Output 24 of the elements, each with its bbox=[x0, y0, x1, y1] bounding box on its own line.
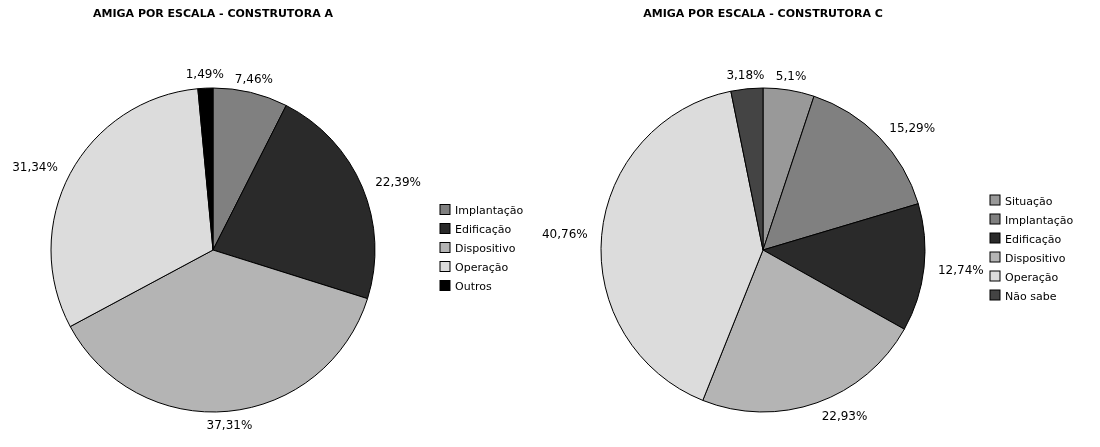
chart-title: AMIGA POR ESCALA - CONSTRUTORA C bbox=[643, 7, 883, 20]
legend-label: Dispositivo bbox=[455, 242, 516, 256]
legend-label: Implantação bbox=[455, 204, 524, 218]
data-label: 22,39% bbox=[375, 174, 421, 189]
data-label: 40,76% bbox=[541, 227, 588, 242]
legend-label: Operação bbox=[455, 261, 509, 275]
legend-label: Edificação bbox=[1005, 232, 1062, 246]
legend-label: Implantação bbox=[1005, 213, 1074, 227]
data-label: 3,18% bbox=[726, 68, 765, 83]
data-label: 15,29% bbox=[889, 120, 936, 135]
data-label: 22,93% bbox=[821, 409, 868, 424]
data-label: 37,31% bbox=[206, 418, 253, 433]
data-label: 7,46% bbox=[234, 72, 273, 87]
data-label: 12,74% bbox=[937, 262, 984, 277]
legend-label: Situação bbox=[1005, 194, 1053, 208]
data-label: 5,1% bbox=[775, 69, 807, 84]
legend-label: Dispositivo bbox=[1005, 251, 1066, 265]
legend-label: Não sabe bbox=[1005, 289, 1057, 303]
legend-label: Outros bbox=[455, 280, 492, 294]
data-label: 1,49% bbox=[185, 67, 224, 82]
chart-title: AMIGA POR ESCALA - CONSTRUTORA A bbox=[92, 7, 334, 20]
data-label: 31,34% bbox=[12, 159, 58, 174]
legend-label: Edificação bbox=[455, 223, 512, 237]
legend-label: Operação bbox=[1005, 270, 1059, 284]
